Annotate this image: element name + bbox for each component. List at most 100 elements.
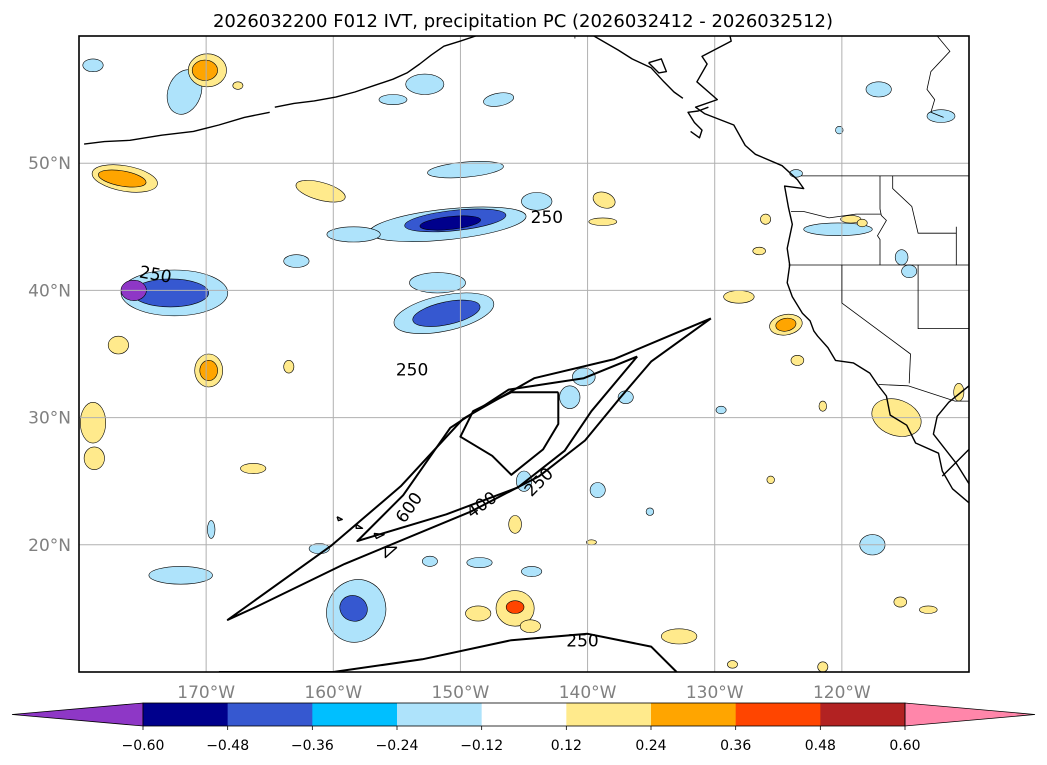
precip-region [766, 475, 775, 485]
colorbar-segment [481, 703, 567, 726]
precip-region [818, 400, 827, 412]
precip-region [645, 507, 655, 516]
border-line [917, 265, 969, 329]
precip-region [427, 161, 504, 179]
x-tick-label: 150°W [432, 683, 490, 703]
precip-region [953, 383, 965, 402]
precip-region [835, 126, 844, 135]
precip-region [760, 213, 771, 225]
colorbar-segment [735, 703, 821, 726]
precip-region [412, 299, 481, 327]
precip-region [865, 81, 892, 98]
precip-region [572, 367, 596, 387]
coastline [648, 58, 668, 74]
coastline [932, 385, 969, 485]
border-line [892, 175, 957, 234]
precip-region [790, 354, 805, 366]
border-line [955, 226, 969, 266]
colorbar-tick-label: −0.36 [291, 738, 334, 754]
precip-region [283, 254, 310, 268]
precip-region [339, 595, 368, 622]
precip-region [191, 59, 218, 81]
colorbar-extend-max [904, 702, 1036, 727]
coastline [941, 448, 969, 477]
colorbar-segment [312, 703, 398, 726]
precip-region [283, 360, 295, 374]
map-ocean [79, 36, 969, 672]
coastline [593, 36, 684, 99]
ivt-contour-600 [459, 391, 560, 476]
coastline [384, 546, 398, 559]
map-background [79, 36, 969, 672]
precipitation-pc-layer [80, 53, 965, 672]
ivt-contours-layer [218, 317, 712, 672]
precip-region [660, 628, 698, 645]
precip-region [817, 661, 829, 672]
latitude-tick-labels: 20°N 30°N 40°N 50°N [28, 154, 71, 556]
x-tick-label: 160°W [304, 683, 362, 703]
colorbar-tick-label: 0.48 [805, 738, 836, 754]
x-tick-label: 170°W [177, 683, 235, 703]
border-line [877, 175, 887, 265]
ivt-contour-label: 250 [396, 361, 428, 381]
precip-region [592, 191, 616, 209]
precip-region [919, 605, 938, 614]
coastline [274, 36, 476, 108]
precip-region [901, 264, 918, 278]
precip-region [465, 605, 492, 622]
longitude-tick-labels: 170°W 160°W 150°W 140°W 130°W 120°W [177, 683, 871, 703]
coastline [687, 106, 709, 139]
colorbar-tick-label: 0.36 [720, 738, 751, 754]
colorbar-tick-labels: −0.60 −0.48 −0.36 −0.24 −0.12 0.12 0.24 0.36 0.4… [122, 738, 921, 754]
precip-region [409, 272, 466, 294]
precip-region [588, 217, 618, 226]
colorbar-segment [227, 703, 313, 726]
precip-region [752, 246, 766, 256]
precip-region [723, 290, 755, 304]
colorbar-tick-label: −0.60 [122, 738, 165, 754]
precip-region [82, 58, 104, 73]
colorbar-tick-label: 0.24 [635, 738, 666, 754]
precip-region [232, 81, 244, 90]
ivt-contour-400 [356, 355, 638, 542]
precip-region [505, 600, 525, 614]
ivt-contour-label: 250 [566, 632, 598, 652]
colorbar-tick-label: −0.48 [206, 738, 249, 754]
colorbar-tick-label: −0.12 [460, 738, 503, 754]
chart-title: 2026032200 F012 IVT, precipitation PC (2… [213, 11, 833, 32]
map-border [78, 35, 970, 673]
precip-region [789, 169, 803, 178]
coastline [336, 516, 343, 522]
precip-region [148, 566, 213, 585]
colorbar-segment [820, 703, 906, 726]
precip-region [107, 335, 129, 355]
ivt-contour-250 [218, 632, 678, 672]
x-tick-label: 130°W [686, 683, 744, 703]
colorbar-extend-min [11, 702, 144, 727]
colorbar-tick-label: 0.60 [889, 738, 920, 754]
coastlines-layer [84, 36, 969, 559]
y-tick-label: 40°N [28, 281, 71, 301]
coastline [355, 523, 364, 529]
precip-region [559, 385, 581, 409]
graticule [79, 36, 969, 672]
border-line [878, 384, 969, 402]
colorbar [11, 702, 1036, 730]
border-line [841, 265, 911, 384]
ivt-contour-250 [226, 317, 712, 621]
precip-region [589, 482, 606, 498]
precip-region [521, 192, 553, 211]
border-line [926, 36, 951, 118]
precip-region [421, 555, 438, 567]
colorbar-segment [566, 703, 652, 726]
colorbar-segment [143, 703, 228, 726]
y-tick-label: 30°N [28, 409, 71, 429]
border-line [791, 211, 882, 219]
colorbar-segment [397, 703, 482, 726]
map-frame [78, 35, 970, 673]
colorbar-outline [142, 702, 906, 727]
precip-region [83, 446, 105, 470]
colorbar-tick-label: −0.24 [376, 738, 419, 754]
precip-region [207, 520, 216, 539]
